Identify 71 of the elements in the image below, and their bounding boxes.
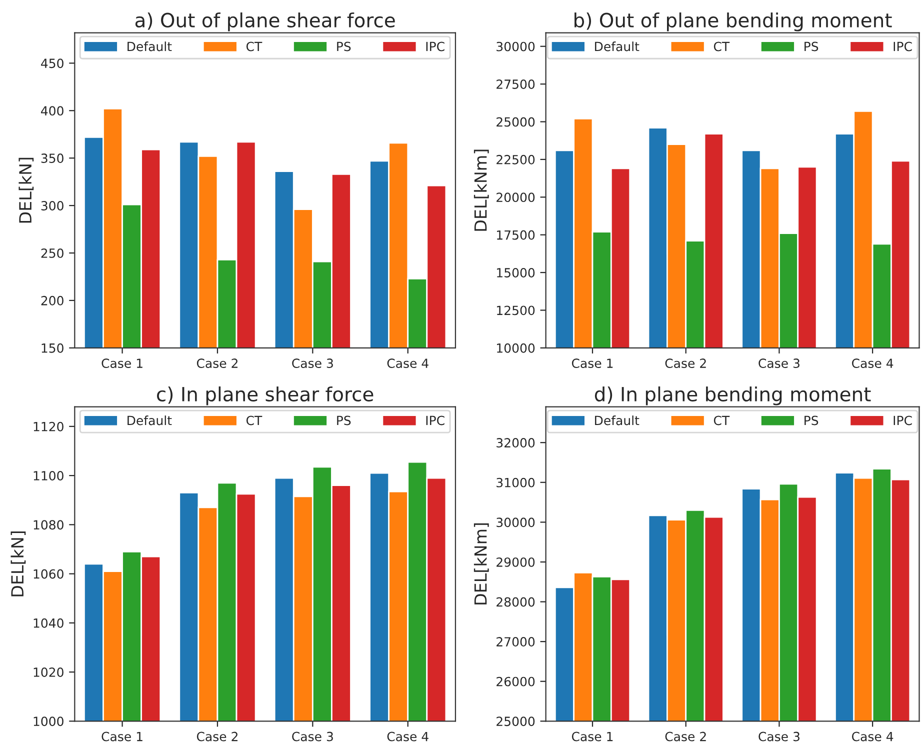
- y-tick-label: 32000: [496, 438, 535, 448]
- y-tick-label: 30000: [496, 42, 535, 52]
- legend-label: IPC: [426, 416, 444, 426]
- y-tick-label: 27000: [496, 637, 535, 646]
- y-tick-label: 1100: [34, 471, 64, 480]
- y-axis-title: DEL[kN]: [18, 158, 34, 223]
- y-tick-label: 28000: [496, 597, 535, 607]
- y-tick-label: 10000: [497, 343, 535, 353]
- legend-label: CT: [714, 42, 730, 52]
- x-tick-label: Case 1: [572, 358, 613, 368]
- y-tick-label: 1120: [34, 422, 64, 432]
- y-tick-label: 300: [41, 201, 64, 210]
- legend-label: Default: [128, 416, 172, 426]
- legend-label: CT: [246, 42, 262, 52]
- y-tick-label: 12500: [497, 306, 535, 316]
- legend-label: Default: [595, 42, 640, 52]
- x-tick-label: Case 4: [387, 358, 428, 368]
- y-tick-label: 250: [41, 248, 64, 258]
- x-tick-label: Case 1: [102, 358, 142, 368]
- legend-label: IPC: [894, 42, 912, 52]
- y-tick-label: 31000: [496, 478, 535, 488]
- y-tick-label: 1020: [34, 668, 64, 677]
- x-tick-label: Case 3: [292, 732, 333, 742]
- y-tick-label: 29000: [496, 557, 535, 567]
- legend-label: Default: [595, 416, 640, 426]
- chart-title: d) In plane bending moment: [594, 386, 871, 406]
- x-tick-label: Case 2: [665, 732, 706, 742]
- y-tick-label: 30000: [496, 518, 535, 528]
- y-tick-label: 27500: [496, 80, 535, 89]
- legend-label: Default: [128, 42, 172, 52]
- y-tick-label: 1000: [34, 716, 64, 726]
- legend-label: PS: [337, 416, 351, 426]
- legend-label: IPC: [426, 42, 444, 52]
- chart-title: a) Out of plane shear force: [135, 12, 395, 32]
- y-tick-label: 150: [42, 343, 64, 353]
- y-axis-title: DEL[kN]: [10, 532, 26, 596]
- y-tick-label: 200: [41, 296, 64, 306]
- x-tick-label: Case 1: [102, 732, 142, 742]
- y-tick-label: 25000: [496, 117, 535, 127]
- y-tick-label: 400: [41, 106, 64, 116]
- y-tick-label: 450: [41, 58, 64, 68]
- y-tick-label: 25000: [496, 716, 535, 726]
- x-tick-label: Case 2: [196, 358, 238, 368]
- x-tick-label: Case 3: [758, 732, 800, 742]
- y-axis-title: DEL[kNm]: [474, 150, 489, 231]
- y-tick-label: 22500: [496, 154, 535, 164]
- legend-label: IPC: [894, 416, 912, 426]
- x-tick-label: Case 3: [292, 358, 333, 368]
- x-tick-label: Case 3: [758, 358, 800, 368]
- legend-label: PS: [804, 42, 818, 52]
- y-tick-label: 1080: [34, 520, 64, 530]
- legend-label: PS: [804, 416, 818, 426]
- y-tick-label: 26000: [496, 676, 535, 686]
- y-tick-label: 15000: [497, 268, 535, 278]
- chart-title: b) Out of plane bending moment: [574, 12, 892, 32]
- x-tick-label: Case 1: [572, 732, 613, 742]
- y-tick-label: 350: [41, 154, 64, 163]
- x-tick-label: Case 4: [852, 358, 894, 368]
- y-tick-label: 17500: [497, 230, 535, 240]
- y-tick-label: 1040: [34, 618, 64, 628]
- x-tick-label: Case 2: [196, 732, 238, 742]
- legend-label: CT: [246, 416, 262, 426]
- legend-label: PS: [337, 42, 351, 52]
- y-tick-label: 20000: [496, 192, 535, 202]
- legend-label: CT: [714, 416, 730, 426]
- y-tick-label: 1060: [34, 569, 64, 579]
- chart-title: c) In plane shear force: [157, 386, 374, 406]
- x-tick-label: Case 2: [665, 358, 706, 368]
- x-tick-label: Case 4: [852, 732, 894, 742]
- y-axis-title: DEL[kNm]: [474, 523, 489, 604]
- x-tick-label: Case 4: [387, 732, 428, 742]
